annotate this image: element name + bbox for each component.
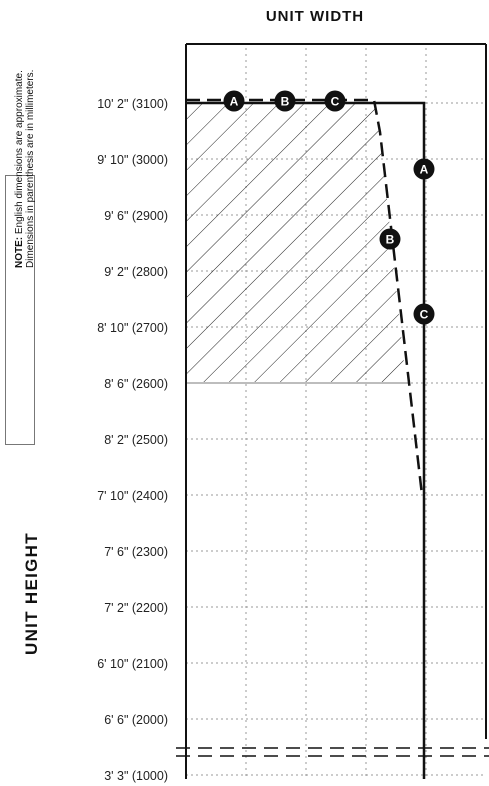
marker-label: C — [331, 95, 340, 109]
y-tick-labels: 10' 2" (3100) 9' 10" (3000) 9' 6" (2900)… — [97, 97, 168, 783]
y-tick-label: 6' 6" (2000) — [104, 713, 168, 727]
marker-circle — [379, 228, 401, 250]
note-box — [5, 175, 35, 445]
y-tick-label: 3' 3" (1000) — [104, 769, 168, 783]
marker-label: B — [281, 95, 290, 109]
marker-right-a: A — [413, 158, 435, 180]
y-tick-label: 6' 10" (2100) — [97, 657, 168, 671]
y-tick-label: 8' 2" (2500) — [104, 433, 168, 447]
marker-circle — [223, 90, 245, 112]
marker-label: B — [386, 233, 395, 247]
marker-right-c: C — [413, 303, 435, 325]
marker-circle — [413, 303, 435, 325]
marker-top-a: A — [223, 90, 245, 112]
y-tick-label: 10' 2" (3100) — [97, 97, 168, 111]
y-tick-label: 7' 2" (2200) — [104, 601, 168, 615]
unit-width-title: UNIT WIDTH — [265, 8, 365, 25]
marker-circle — [324, 90, 346, 112]
y-tick-label: 9' 10" (3000) — [97, 153, 168, 167]
marker-label: A — [420, 163, 429, 177]
marker-label: A — [230, 95, 239, 109]
marker-right-b: B — [379, 228, 401, 250]
y-tick-label: 9' 2" (2800) — [104, 265, 168, 279]
marker-top-c: C — [324, 90, 346, 112]
profile-solid-line — [186, 101, 426, 779]
marker-circle — [274, 90, 296, 112]
marker-circle — [413, 158, 435, 180]
y-tick-label: 9' 6" (2900) — [104, 209, 168, 223]
hatched-clearance-area — [186, 103, 406, 383]
y-tick-label: 7' 6" (2300) — [104, 545, 168, 559]
marker-label: C — [420, 308, 429, 322]
y-tick-label: 8' 6" (2600) — [104, 377, 168, 391]
marker-top-b: B — [274, 90, 296, 112]
y-tick-label: 7' 10" (2400) — [97, 489, 168, 503]
y-tick-label: 8' 10" (2700) — [97, 321, 168, 335]
